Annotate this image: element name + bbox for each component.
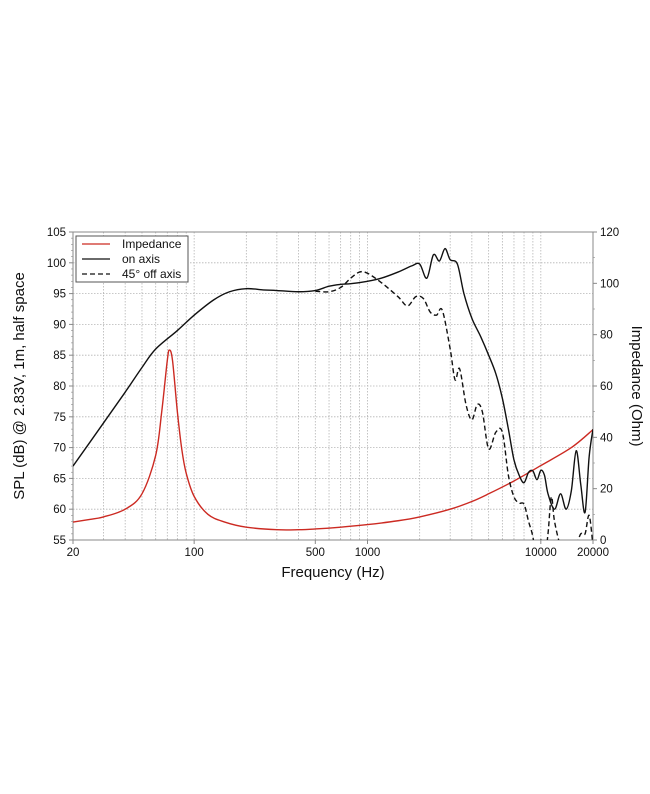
y-tick-label: 60 bbox=[53, 504, 66, 516]
y2-axis-title: Impedance (Ohm) bbox=[628, 326, 645, 447]
y2-tick-label: 20 bbox=[600, 484, 613, 496]
off-axis-curve bbox=[315, 270, 593, 540]
x-tick-label: 10000 bbox=[525, 547, 557, 559]
y-tick-label: 90 bbox=[53, 319, 66, 331]
y-tick-label: 80 bbox=[53, 381, 66, 393]
on-axis-curve bbox=[73, 247, 593, 514]
legend-label-impedance: Impedance bbox=[122, 237, 182, 251]
y-tick-label: 85 bbox=[53, 350, 66, 362]
y-tick-label: 75 bbox=[53, 412, 66, 424]
y-tick-label: 70 bbox=[53, 443, 66, 455]
y-tick-label: 95 bbox=[53, 289, 66, 301]
legend: Impedance on axis 45° off axis bbox=[75, 235, 189, 283]
y2-tick-label: 80 bbox=[600, 330, 613, 342]
x-axis-title: Frequency (Hz) bbox=[281, 564, 384, 581]
plot-curves bbox=[73, 247, 593, 540]
x-tick-label: 100 bbox=[185, 547, 204, 559]
grid-lines bbox=[73, 232, 593, 540]
x-tick-label: 20000 bbox=[577, 547, 609, 559]
legend-label-off-axis: 45° off axis bbox=[122, 267, 181, 281]
y2-tick-label: 40 bbox=[600, 432, 613, 444]
y2-tick-label: 100 bbox=[600, 278, 619, 290]
y-tick-label: 100 bbox=[47, 258, 66, 270]
y2-tick-label: 120 bbox=[600, 227, 619, 239]
legend-label-on-axis: on axis bbox=[122, 252, 160, 266]
y2-tick-label: 60 bbox=[600, 381, 613, 393]
x-tick-label: 500 bbox=[306, 547, 325, 559]
axes: 55 60 65 70 75 80 85 90 95 100 105 0 20 40 60 80 100 120 2… bbox=[47, 227, 619, 559]
y-tick-label: 105 bbox=[47, 227, 66, 239]
y-tick-label: 65 bbox=[53, 473, 66, 485]
y-tick-label: 55 bbox=[53, 535, 66, 547]
y2-tick-label: 0 bbox=[600, 535, 606, 547]
x-tick-label: 1000 bbox=[355, 547, 381, 559]
x-tick-label: 20 bbox=[67, 547, 80, 559]
impedance-curve bbox=[73, 349, 593, 531]
y-axis-title: SPL (dB) @ 2.83V, 1m, half space bbox=[11, 272, 28, 500]
